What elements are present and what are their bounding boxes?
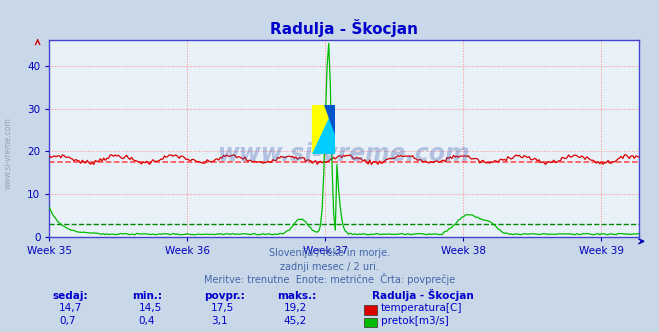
Text: www.si-vreme.com: www.si-vreme.com (3, 117, 13, 189)
Text: Slovenija / reke in morje.: Slovenija / reke in morje. (269, 248, 390, 258)
Text: 17,5: 17,5 (211, 303, 234, 313)
Text: Radulja - Škocjan: Radulja - Škocjan (372, 289, 474, 301)
Text: 3,1: 3,1 (211, 316, 227, 326)
Text: Meritve: trenutne  Enote: metrične  Črta: povprečje: Meritve: trenutne Enote: metrične Črta: … (204, 273, 455, 285)
Polygon shape (312, 105, 335, 154)
Text: sedaj:: sedaj: (53, 291, 88, 301)
Text: zadnji mesec / 2 uri.: zadnji mesec / 2 uri. (280, 262, 379, 272)
Text: 0,7: 0,7 (59, 316, 76, 326)
Text: 14,5: 14,5 (138, 303, 161, 313)
Text: maks.:: maks.: (277, 291, 316, 301)
Text: min.:: min.: (132, 291, 162, 301)
Text: temperatura[C]: temperatura[C] (381, 303, 463, 313)
Text: 14,7: 14,7 (59, 303, 82, 313)
Text: 19,2: 19,2 (283, 303, 306, 313)
Text: 45,2: 45,2 (283, 316, 306, 326)
Text: pretok[m3/s]: pretok[m3/s] (381, 316, 449, 326)
Polygon shape (324, 105, 335, 135)
Text: 0,4: 0,4 (138, 316, 155, 326)
Title: Radulja - Škocjan: Radulja - Škocjan (270, 19, 418, 37)
Polygon shape (312, 105, 335, 154)
Text: www.si-vreme.com: www.si-vreme.com (218, 142, 471, 166)
Text: povpr.:: povpr.: (204, 291, 245, 301)
